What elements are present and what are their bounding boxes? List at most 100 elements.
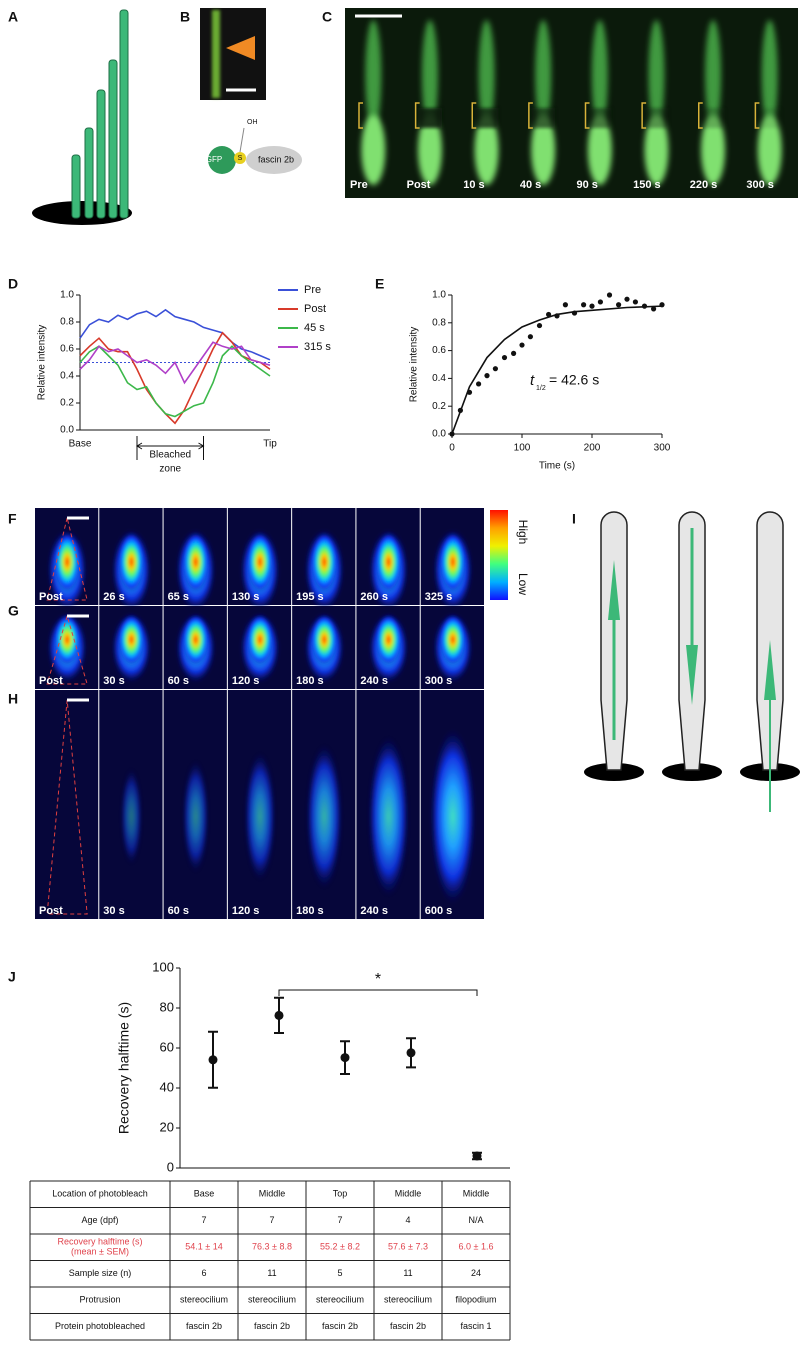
streak-top (648, 20, 665, 130)
mean-point (406, 1048, 416, 1058)
table-cell: 7 (201, 1215, 206, 1225)
annotation-symbol: t (530, 372, 535, 389)
streak-top (421, 20, 438, 130)
table-cell: 11 (267, 1268, 276, 1278)
annotation: zone (159, 464, 181, 475)
data-point (546, 311, 552, 318)
table-cell: Base (194, 1189, 215, 1199)
data-point (624, 296, 630, 302)
y-axis-label: Relative intensity (409, 327, 420, 403)
x-tick-label: Tip (263, 439, 277, 450)
data-point (606, 292, 613, 298)
streak-base (417, 115, 442, 185)
table-cell: stereocilium (316, 1295, 364, 1305)
y-tick-label: 0.4 (60, 371, 74, 382)
frame-label: 60 s (168, 905, 189, 917)
streak-base (474, 115, 499, 185)
bracket (358, 102, 363, 129)
bracket (414, 102, 420, 129)
flux-head (764, 640, 776, 700)
table-cell: 7 (337, 1215, 342, 1225)
y-tick-label: 0.2 (432, 401, 446, 412)
table-cell: stereocilium (384, 1295, 432, 1305)
colorbar-low: Low (516, 573, 530, 595)
x-tick-label: 200 (584, 443, 601, 454)
y-tick-label: 0.8 (432, 317, 446, 328)
fascin-domain (246, 146, 302, 174)
y-tick-label: 0.0 (60, 425, 74, 436)
x-tick-label: 300 (654, 443, 671, 454)
label-s: S (238, 155, 243, 162)
y-tick-label: 100 (152, 959, 174, 974)
micrograph (200, 8, 266, 100)
x-tick-label: Base (69, 439, 92, 450)
fluorescence (54, 532, 81, 592)
data-point (457, 407, 463, 413)
data-point (641, 303, 648, 309)
colorbar-high: High (516, 520, 530, 545)
table-cell: 6.0 ± 1.6 (459, 1242, 494, 1252)
table-cell: Location of photobleach (52, 1189, 148, 1199)
annotation-text: = 42.6 s (549, 372, 599, 388)
table-cell: 24 (471, 1268, 481, 1278)
zone-marker (136, 436, 205, 460)
arrowhead (226, 36, 255, 60)
fluorescence (439, 614, 466, 665)
y-tick-label: 0.4 (432, 373, 446, 384)
annotation-subscript: 1/2 (536, 385, 546, 392)
table-cell: 54.1 ± 14 (185, 1242, 222, 1252)
fluorescence (120, 768, 142, 865)
panel-label: F (8, 511, 17, 527)
bleach-gap (587, 108, 612, 128)
outline (46, 699, 88, 915)
table-cell: 6 (201, 1268, 206, 1278)
data-point (651, 306, 657, 312)
annotation: Bleached (149, 450, 191, 461)
frame-label: 60 s (168, 675, 189, 687)
bleach-gap (757, 108, 782, 128)
streak-top (365, 20, 382, 130)
table-cell: 57.6 ± 7.3 (388, 1242, 428, 1252)
frame-label: 40 s (520, 179, 541, 191)
colorbar (490, 510, 508, 600)
table-cell: Middle (259, 1189, 286, 1199)
data-point (501, 354, 508, 361)
fluorescence (182, 532, 209, 592)
table-cell: 7 (269, 1215, 274, 1225)
fluorescence (247, 532, 273, 592)
y-tick-label: 0.6 (432, 345, 446, 356)
fluorescence (182, 760, 209, 873)
stereocilium (108, 59, 118, 219)
frame-label: Pre (350, 179, 368, 191)
stereocilium (71, 154, 81, 219)
y-axis-label: Relative intensity (37, 325, 48, 401)
base-disk (584, 763, 644, 781)
table-cell: 4 (405, 1215, 410, 1225)
table-cell: fascin 2b (390, 1321, 426, 1331)
data-point (527, 334, 534, 340)
mean-point (472, 1151, 482, 1161)
frame-label: 220 s (690, 179, 718, 191)
flux-head (608, 560, 620, 620)
base-disk (662, 763, 722, 781)
panel-label: A (8, 9, 18, 25)
data-point (589, 303, 595, 309)
table-cell: 76.3 ± 8.8 (252, 1242, 292, 1252)
fluorescence (118, 614, 145, 665)
frame-label: 130 s (232, 591, 260, 603)
table-cell: Sample size (n) (69, 1268, 132, 1278)
table-cell: Protein photobleached (55, 1321, 145, 1331)
frame-label: 195 s (296, 591, 324, 603)
frame-label: 180 s (296, 905, 324, 917)
y-tick-label: 20 (160, 1119, 174, 1134)
linker (239, 127, 245, 153)
panel-label: H (8, 691, 18, 707)
legend-label: 45 s (304, 322, 325, 334)
streak-top (535, 20, 552, 130)
panel-label: J (8, 969, 16, 985)
frame-label: 120 s (232, 675, 260, 687)
y-axis-label: Recovery halftime (s) (116, 1002, 132, 1134)
bracket (528, 102, 533, 129)
bleach-gap (474, 108, 499, 128)
